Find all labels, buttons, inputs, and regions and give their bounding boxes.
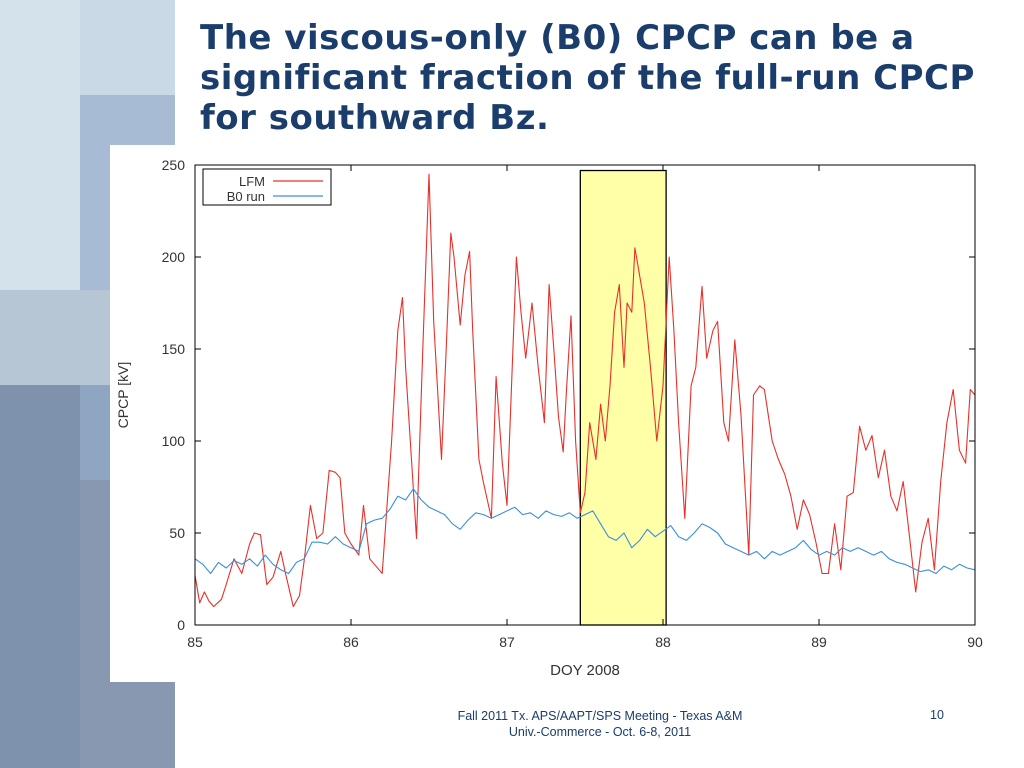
y-tick-label: 100 <box>162 433 186 449</box>
y-axis-label: CPCP [kV] <box>115 362 131 429</box>
x-tick-label: 88 <box>655 634 671 650</box>
highlight-region <box>579 169 667 626</box>
background-block-pale <box>0 0 80 290</box>
x-tick-label: 87 <box>499 634 515 650</box>
legend-label: LFM <box>239 174 265 189</box>
y-tick-label: 0 <box>177 617 185 633</box>
slide-title: The viscous-only (B0) CPCP can be a sign… <box>200 18 975 138</box>
page-number: 10 <box>930 708 944 722</box>
series-line-lfm <box>194 173 976 608</box>
x-tick-label: 86 <box>343 634 359 650</box>
plot-frame <box>194 164 976 626</box>
legend-label: B0 run <box>227 189 265 204</box>
chart-panel: 85 86 87 88 89 90 0 50 100 150 200 250 LFM B0 run DO… <box>110 145 990 682</box>
x-tick-label: 85 <box>187 634 203 650</box>
slide-footer: Fall 2011 Tx. APS/AAPT/SPS Meeting - Tex… <box>457 709 743 739</box>
x-axis-label: DOY 2008 <box>550 662 620 679</box>
y-tick-label: 150 <box>162 341 186 357</box>
background-block-slate <box>0 385 80 768</box>
legend-box <box>202 168 332 206</box>
x-tick-label: 89 <box>811 634 827 650</box>
y-tick-label: 50 <box>169 525 185 541</box>
y-tick-label: 200 <box>162 249 186 265</box>
series-line-b0-run <box>194 488 976 575</box>
y-tick-label: 250 <box>162 157 186 173</box>
x-tick-label: 90 <box>967 634 983 650</box>
